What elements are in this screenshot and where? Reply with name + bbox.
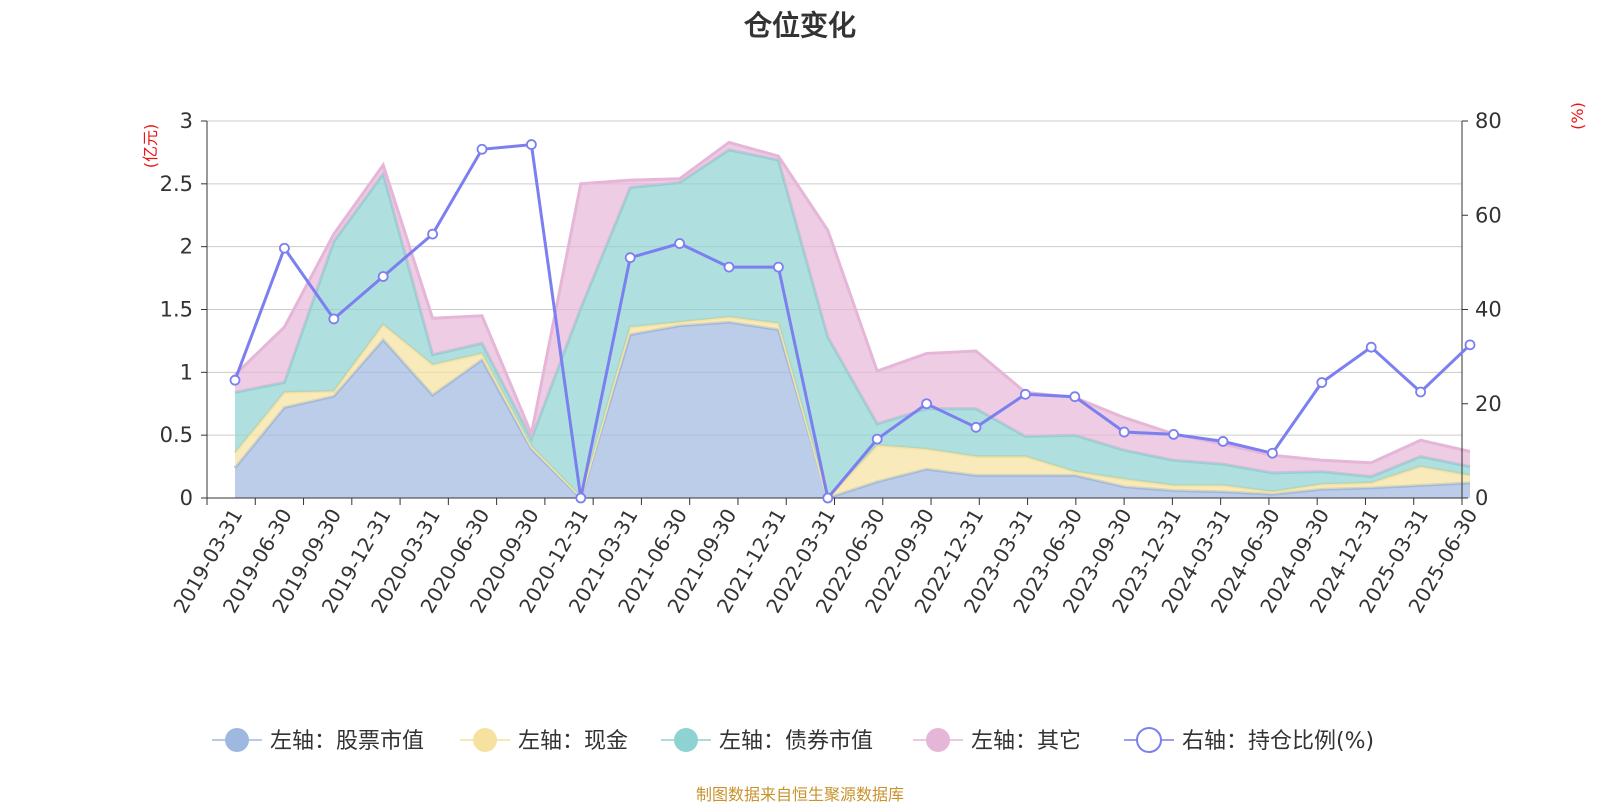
- data-source-note: 制图数据来自恒生聚源数据库: [695, 785, 904, 804]
- right-unit-label: (%): [1568, 102, 1587, 130]
- left-unit-label: (亿元): [141, 124, 160, 169]
- ratio-point: [723, 261, 735, 273]
- ratio-point: [427, 228, 439, 240]
- left-tick-label: 0.5: [160, 423, 193, 447]
- stacked-areas: [233, 140, 1471, 501]
- left-tick-label: 2: [180, 235, 193, 259]
- ratio-point: [921, 398, 932, 410]
- legend-label: 左轴：现金: [518, 729, 628, 754]
- legend-label: 左轴：其它: [971, 729, 1081, 754]
- ratio-line-path: [233, 142, 1472, 502]
- ratio-point: [328, 313, 340, 325]
- right-tick-label: 0: [1475, 486, 1488, 510]
- area-series-edge: [233, 140, 1471, 465]
- left-tick-label: 1.5: [160, 298, 193, 322]
- ratio-point: [1316, 377, 1328, 388]
- ratio-point: [1118, 426, 1130, 438]
- area-series: [235, 142, 1470, 477]
- ratio-point: [1267, 447, 1278, 459]
- ratio-point: [575, 492, 587, 504]
- ratio-point: [624, 252, 636, 264]
- ratio-point: [476, 143, 488, 155]
- legend: 左轴：股票市值 左轴：现金 左轴：债券市值 左轴：其它 右轴：持仓比例(%): [212, 727, 1374, 754]
- ratio-point: [773, 261, 784, 273]
- ratio-point: [970, 421, 982, 433]
- ratio-line: [229, 139, 1476, 504]
- ratio-point: [871, 433, 883, 445]
- ratio-point: [1464, 339, 1476, 351]
- legend-marker: [674, 728, 698, 752]
- right-tick-label: 20: [1475, 392, 1502, 416]
- legend-label: 左轴：股票市值: [270, 729, 424, 754]
- right-tick-label: 40: [1475, 298, 1502, 322]
- ratio-point: [526, 139, 537, 150]
- legend-label: 右轴：持仓比例(%): [1182, 729, 1374, 754]
- right-tick-label: 80: [1475, 109, 1502, 133]
- ratio-point: [1415, 386, 1426, 398]
- ratio-point: [278, 242, 290, 254]
- right-tick-label: 60: [1475, 203, 1502, 227]
- ratio-point: [1168, 428, 1179, 440]
- left-tick-label: 1: [180, 360, 193, 384]
- left-tick-label: 3: [180, 109, 193, 133]
- ratio-point: [1069, 391, 1081, 403]
- area-series: [235, 149, 1470, 498]
- legend-marker: [1136, 727, 1162, 753]
- legend-marker: [926, 728, 950, 752]
- ratio-point: [1365, 341, 1377, 353]
- area-series: [235, 322, 1470, 498]
- legend-marker: [473, 728, 497, 752]
- ratio-point: [674, 238, 685, 249]
- chart-title: 仓位变化: [743, 9, 856, 42]
- ratio-point: [377, 271, 389, 282]
- ratio-point: [229, 374, 241, 386]
- ratio-point: [1217, 436, 1229, 447]
- legend-marker: [225, 728, 249, 752]
- legend-label: 左轴：债券市值: [719, 729, 873, 754]
- left-tick-label: 0: [180, 486, 193, 510]
- left-tick-label: 2.5: [160, 172, 193, 196]
- ratio-point: [1020, 388, 1031, 400]
- ratio-point: [822, 492, 834, 504]
